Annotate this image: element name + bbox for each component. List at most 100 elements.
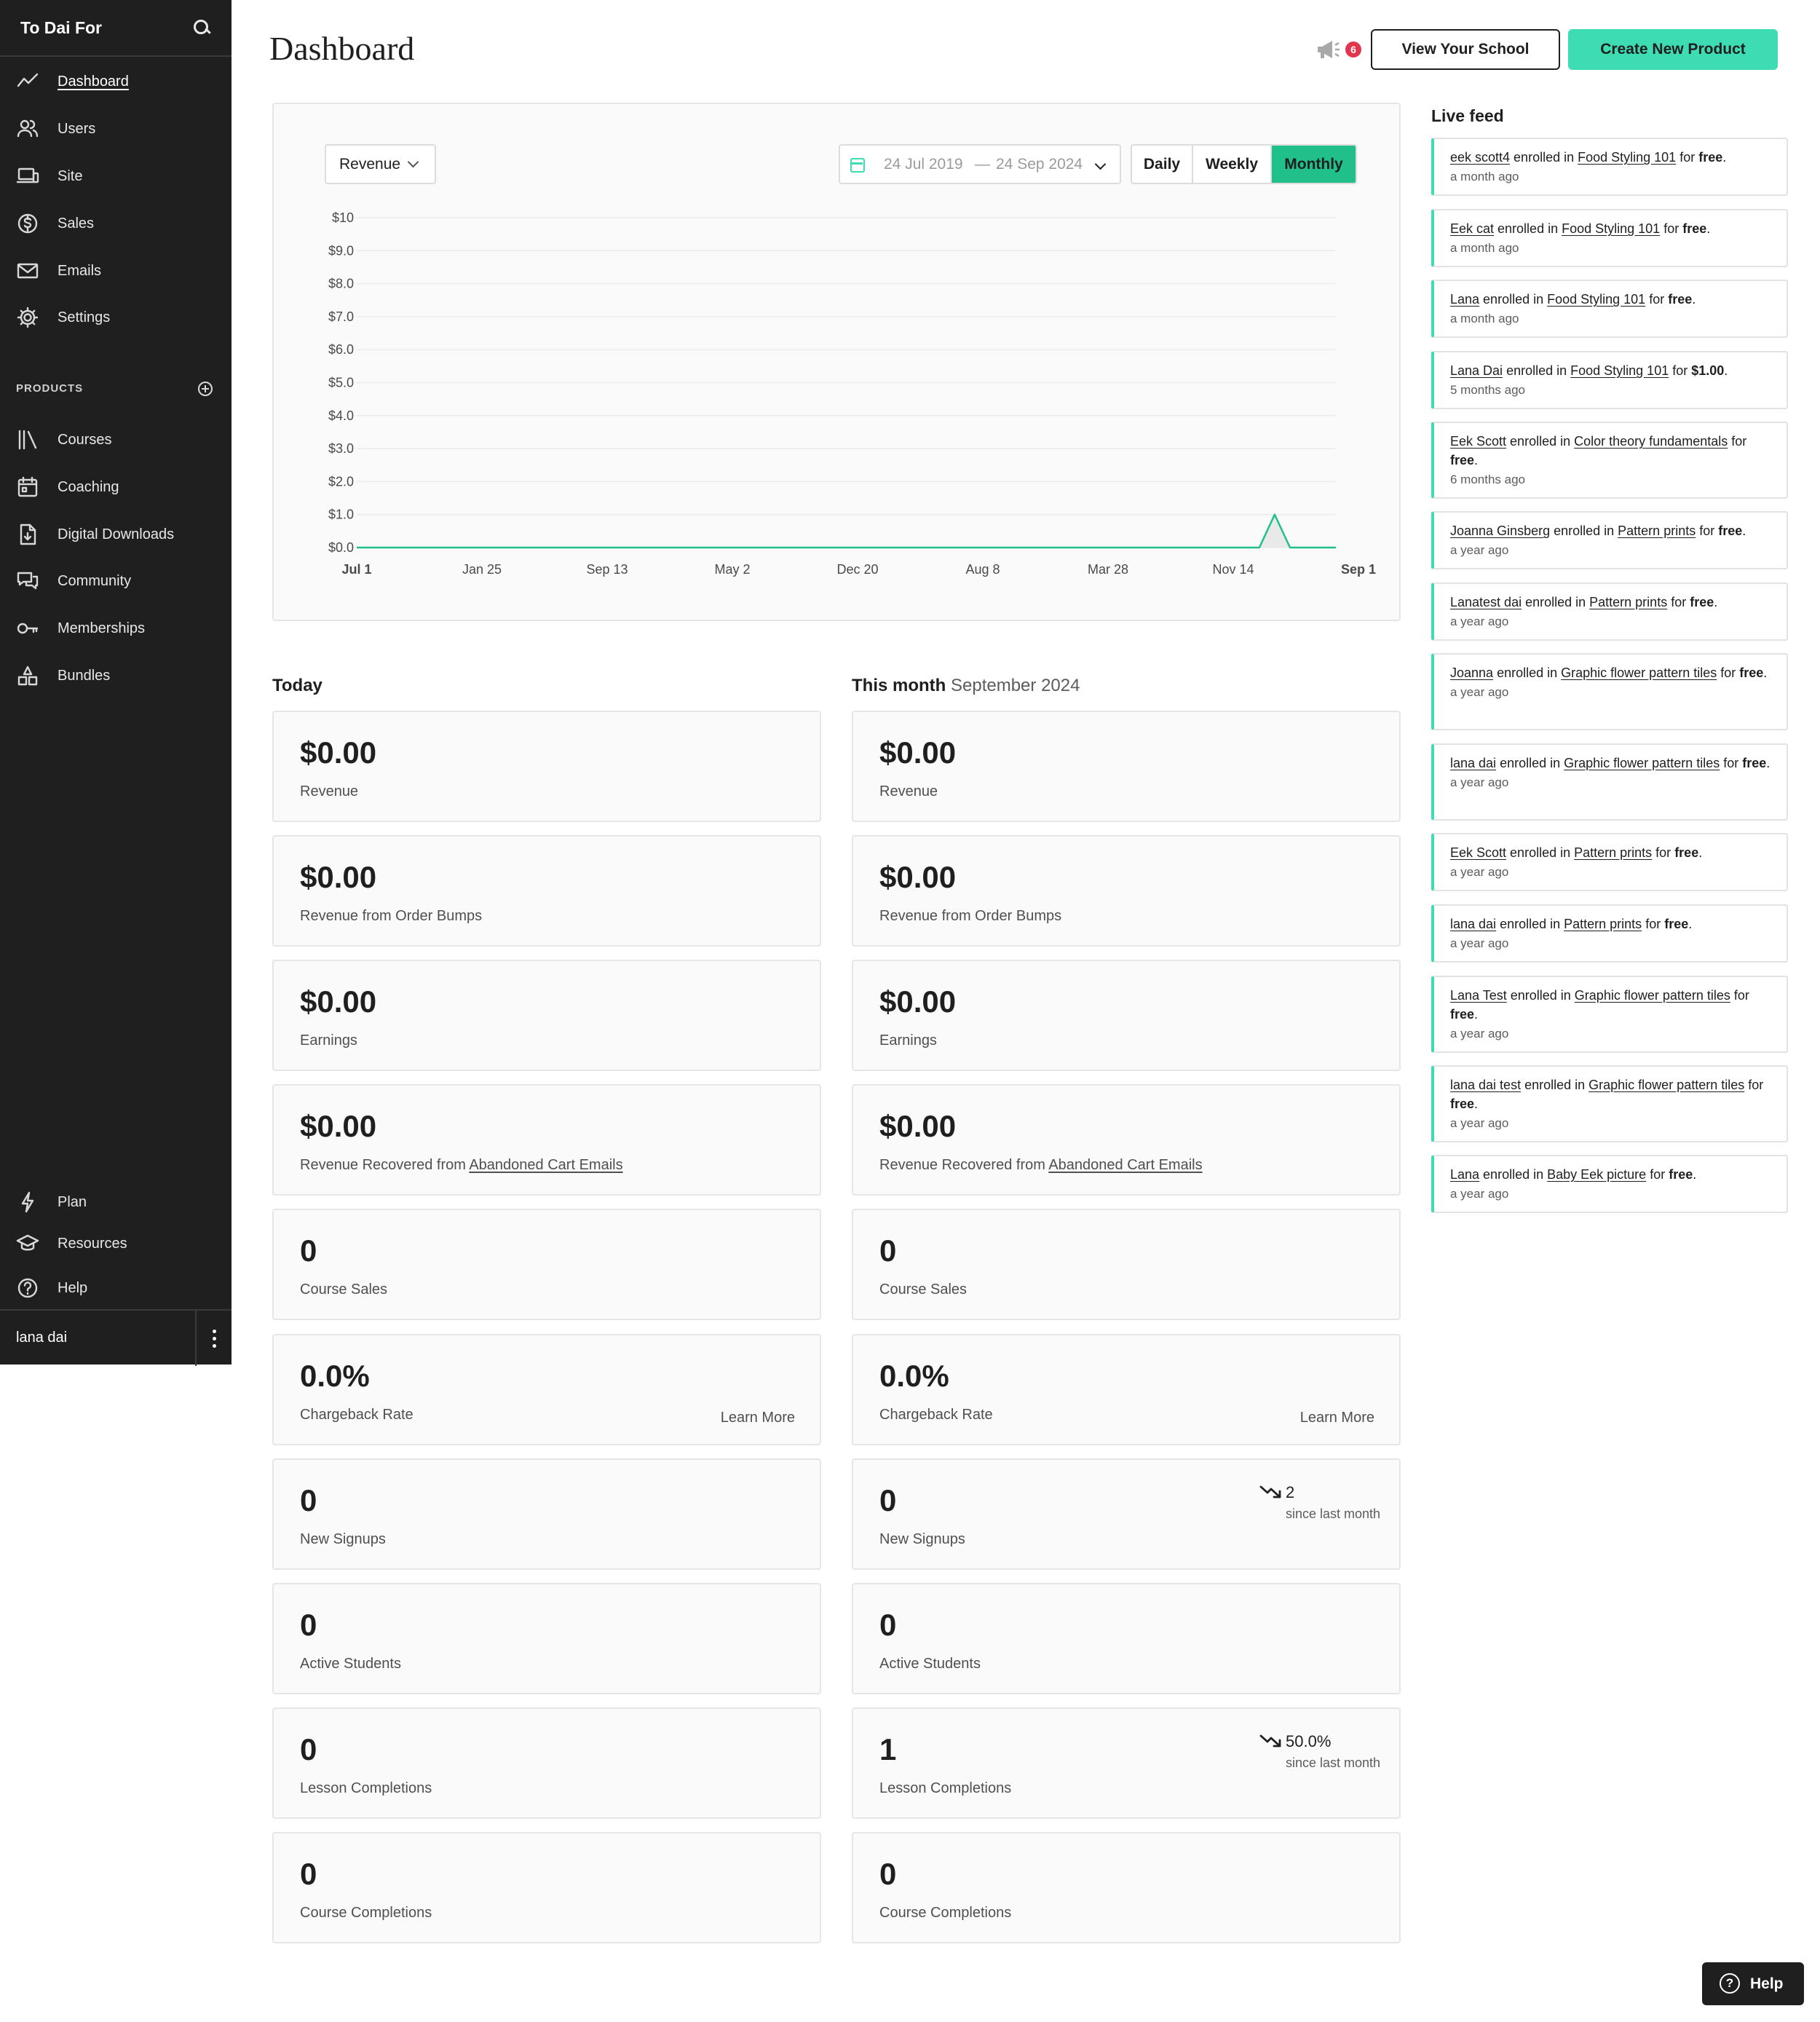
stat-value: 0.0% bbox=[300, 1359, 370, 1393]
feed-product-link[interactable]: Color theory fundamentals bbox=[1574, 434, 1728, 449]
today-heading: Today bbox=[272, 676, 323, 696]
feed-for: for bbox=[1717, 666, 1740, 680]
help-button[interactable]: ? Help bbox=[1702, 1962, 1804, 2005]
feed-user-link[interactable]: Lana bbox=[1450, 292, 1480, 307]
x-tick-label: Sep 1 bbox=[1341, 562, 1376, 577]
feed-text: Lana Dai enrolled in Food Styling 101 fo… bbox=[1450, 361, 1770, 380]
sidebar-item-community[interactable]: Community bbox=[0, 564, 232, 599]
feed-verb: enrolled in bbox=[1479, 292, 1548, 307]
feed-product-link[interactable]: Pattern prints bbox=[1564, 917, 1642, 931]
feed-timestamp: a year ago bbox=[1450, 936, 1509, 950]
live-feed-item: Eek Scott enrolled in Pattern prints for… bbox=[1431, 833, 1788, 891]
gear-icon bbox=[16, 306, 39, 329]
feed-text: eek scott4 enrolled in Food Styling 101 … bbox=[1450, 148, 1770, 167]
feed-for: for bbox=[1667, 595, 1690, 609]
feed-user-link[interactable]: lana dai bbox=[1450, 756, 1497, 770]
create-product-button[interactable]: Create New Product bbox=[1568, 29, 1778, 70]
sidebar-item-courses[interactable]: Courses bbox=[0, 422, 232, 457]
user-account[interactable]: lana dai bbox=[0, 1309, 232, 1366]
feed-product-link[interactable]: Food Styling 101 bbox=[1547, 292, 1646, 307]
stat-value: $0.00 bbox=[300, 860, 377, 894]
feed-timestamp: a year ago bbox=[1450, 775, 1509, 789]
feed-price: free bbox=[1669, 1167, 1693, 1182]
feed-punct: . bbox=[1692, 292, 1696, 307]
stat-label: Active Students bbox=[300, 1656, 401, 1672]
view-school-button[interactable]: View Your School bbox=[1371, 29, 1560, 70]
feed-user-link[interactable]: lana dai bbox=[1450, 917, 1497, 931]
sidebar-item-sales[interactable]: Sales bbox=[0, 206, 232, 241]
abandoned-cart-emails-link[interactable]: Abandoned Cart Emails bbox=[469, 1157, 623, 1173]
feed-user-link[interactable]: lana dai test bbox=[1450, 1078, 1522, 1092]
graduation-cap-icon bbox=[16, 1232, 39, 1255]
sidebar-item-help[interactable]: Help bbox=[0, 1271, 232, 1306]
stat-card-month-earnings: $0.00 Earnings bbox=[852, 960, 1401, 1071]
sidebar-item-users[interactable]: Users bbox=[0, 111, 232, 146]
stat-card-month-chargeback-rate: 0.0% Chargeback Rate Learn More bbox=[852, 1334, 1401, 1445]
x-tick-label: Nov 14 bbox=[1212, 562, 1254, 577]
school-name[interactable]: To Dai For bbox=[20, 17, 103, 37]
feed-verb: enrolled in bbox=[1479, 1167, 1548, 1182]
metric-select[interactable]: Revenue bbox=[325, 144, 436, 184]
add-product-icon[interactable] bbox=[197, 380, 214, 398]
learn-more-link[interactable]: Learn More bbox=[720, 1410, 795, 1426]
feed-user-link[interactable]: Lana Dai bbox=[1450, 363, 1503, 378]
feed-product-link[interactable]: Baby Eek picture bbox=[1547, 1167, 1647, 1182]
feed-product-link[interactable]: Food Styling 101 bbox=[1570, 363, 1669, 378]
feed-user-link[interactable]: Lana Test bbox=[1450, 988, 1507, 1003]
feed-user-link[interactable]: Lana bbox=[1450, 1167, 1480, 1182]
feed-product-link[interactable]: Graphic flower pattern tiles bbox=[1588, 1078, 1745, 1092]
sidebar-item-emails[interactable]: Emails bbox=[0, 253, 232, 288]
revenue-chart-card bbox=[272, 103, 1401, 621]
feed-product-link[interactable]: Pattern prints bbox=[1589, 595, 1668, 609]
feed-user-link[interactable]: Eek Scott bbox=[1450, 434, 1507, 449]
feed-punct: . bbox=[1714, 595, 1718, 609]
period-weekly-button[interactable]: Weekly bbox=[1193, 146, 1272, 183]
series-line bbox=[357, 513, 1336, 549]
feed-for: for bbox=[1642, 917, 1665, 931]
help-circle-icon bbox=[16, 1276, 39, 1300]
feed-user-link[interactable]: Eek cat bbox=[1450, 221, 1495, 236]
feed-user-link[interactable]: Eek Scott bbox=[1450, 845, 1507, 860]
feed-product-link[interactable]: Graphic flower pattern tiles bbox=[1561, 666, 1717, 680]
feed-verb: enrolled in bbox=[1550, 524, 1618, 538]
feed-for: for bbox=[1652, 845, 1675, 860]
date-range-picker[interactable]: 24 Jul 2019 — 24 Sep 2024 bbox=[839, 144, 1121, 184]
feed-text: Joanna enrolled in Graphic flower patter… bbox=[1450, 663, 1770, 682]
feed-user-link[interactable]: Joanna Ginsberg bbox=[1450, 524, 1551, 538]
sidebar-item-site[interactable]: Site bbox=[0, 159, 232, 194]
feed-product-link[interactable]: Food Styling 101 bbox=[1562, 221, 1661, 236]
more-vertical-icon[interactable] bbox=[195, 1311, 232, 1366]
learn-more-link[interactable]: Learn More bbox=[1299, 1410, 1374, 1426]
abandoned-cart-emails-link[interactable]: Abandoned Cart Emails bbox=[1048, 1157, 1203, 1173]
feed-product-link[interactable]: Graphic flower pattern tiles bbox=[1574, 988, 1730, 1003]
sidebar-item-digital-downloads[interactable]: Digital Downloads bbox=[0, 517, 232, 552]
stat-label: Revenue from Order Bumps bbox=[300, 908, 483, 924]
feed-user-link[interactable]: eek scott4 bbox=[1450, 150, 1511, 165]
sidebar-item-plan[interactable]: Plan bbox=[0, 1185, 232, 1220]
x-tick-label: Jan 25 bbox=[462, 562, 502, 577]
sidebar-item-dashboard[interactable]: Dashboard bbox=[0, 64, 232, 99]
feed-user-link[interactable]: Lanatest dai bbox=[1450, 595, 1522, 609]
lightning-icon bbox=[16, 1190, 39, 1214]
stat-card-month-active-students: 0 Active Students bbox=[852, 1583, 1401, 1694]
sidebar-item-coaching[interactable]: Coaching bbox=[0, 470, 232, 505]
period-monthly-button[interactable]: Monthly bbox=[1272, 146, 1356, 183]
feed-product-link[interactable]: Graphic flower pattern tiles bbox=[1564, 756, 1720, 770]
sidebar-item-bundles[interactable]: Bundles bbox=[0, 658, 232, 693]
stat-card-today-active-students: 0 Active Students bbox=[272, 1583, 821, 1694]
live-feed-item: Joanna enrolled in Graphic flower patter… bbox=[1431, 653, 1788, 730]
chevron-down-icon bbox=[1094, 158, 1107, 170]
feed-product-link[interactable]: Pattern prints bbox=[1618, 524, 1696, 538]
search-icon[interactable] bbox=[192, 18, 211, 37]
stat-label: Course Sales bbox=[879, 1281, 968, 1298]
feed-user-link[interactable]: Joanna bbox=[1450, 666, 1494, 680]
feed-product-link[interactable]: Pattern prints bbox=[1574, 845, 1653, 860]
period-daily-button[interactable]: Daily bbox=[1132, 146, 1193, 183]
feed-product-link[interactable]: Food Styling 101 bbox=[1578, 150, 1677, 165]
sidebar-item-settings[interactable]: Settings bbox=[0, 300, 232, 335]
feed-text: Lana Test enrolled in Graphic flower pat… bbox=[1450, 986, 1770, 1024]
sidebar-item-memberships[interactable]: Memberships bbox=[0, 611, 232, 646]
megaphone-icon[interactable] bbox=[1315, 38, 1341, 61]
stat-card-month-lesson-completions: 1 Lesson Completions 50.0% since last month bbox=[852, 1707, 1401, 1819]
sidebar-item-resources[interactable]: Resources bbox=[0, 1226, 232, 1261]
